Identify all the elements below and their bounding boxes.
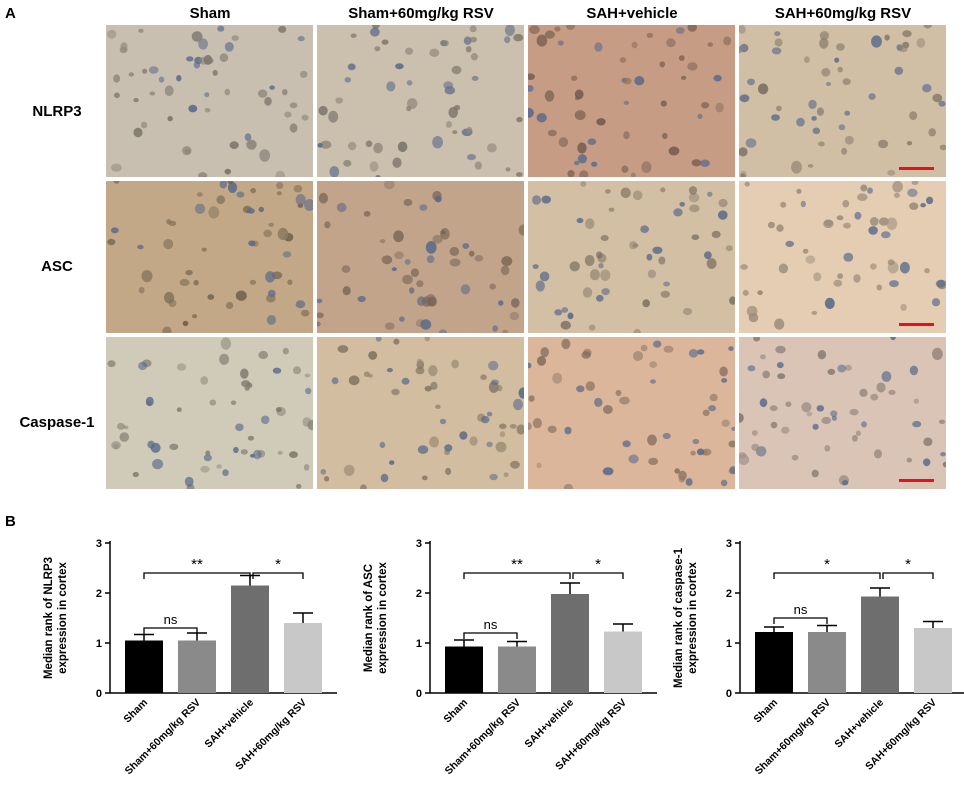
chart-nlrp3: Median rank of NLRP3 expression in cortex… xyxy=(30,525,337,800)
bar xyxy=(125,640,163,693)
x-tick-label: SAH+vehicle xyxy=(832,697,886,751)
y-tick-label: 2 xyxy=(416,588,422,600)
micrograph-caspase-1-4 xyxy=(739,337,946,489)
significance-label: ** xyxy=(191,556,203,573)
y-axis-label: Median rank of NLRP3 expression in cortex xyxy=(43,557,69,679)
micrograph-nlrp3-2 xyxy=(317,25,524,177)
micrograph-asc-1 xyxy=(106,181,313,333)
y-tick-label: 0 xyxy=(96,688,102,700)
bar xyxy=(861,596,899,693)
panel-a-label: A xyxy=(5,5,16,22)
y-tick-label: 3 xyxy=(416,538,422,550)
row-label-asc: ASC xyxy=(41,258,73,275)
column-header-sah-vehicle: SAH+vehicle xyxy=(586,5,678,22)
significance-label: * xyxy=(275,556,281,573)
y-tick-label: 3 xyxy=(96,538,102,550)
significance-bracket xyxy=(143,572,251,579)
row-label-caspase-1: Caspase-1 xyxy=(19,414,95,431)
y-axis-label: Median rank of caspase-1 expression in co… xyxy=(673,547,699,688)
significance-bracket xyxy=(882,572,934,579)
chart-asc: Median rank of ASC expression in cortex 0 1… xyxy=(350,525,657,800)
column-header-sham: Sham xyxy=(189,5,231,22)
column-header-sham-rsv: Sham+60mg/kg RSV xyxy=(348,5,494,22)
bar xyxy=(284,623,322,693)
x-tick-label: Sham xyxy=(441,697,470,726)
x-tick-label: SAH+vehicle xyxy=(522,697,576,751)
y-tick-label: 1 xyxy=(726,638,732,650)
y-tick-label: 2 xyxy=(96,588,102,600)
significance-label: * xyxy=(595,556,601,573)
micrograph-caspase-1-1 xyxy=(106,337,313,489)
row-label-nlrp3: NLRP3 xyxy=(32,103,82,120)
x-tick-label: Sham xyxy=(121,697,150,726)
bar xyxy=(445,646,483,693)
micrograph-asc-4 xyxy=(739,181,946,333)
scale-bar xyxy=(899,323,934,326)
chart-nlrp3-svg: Median rank of NLRP3 expression in cortex… xyxy=(43,538,337,777)
micrograph-asc-3 xyxy=(528,181,735,333)
micrograph-nlrp3-1 xyxy=(106,25,313,177)
micrograph-asc-2 xyxy=(317,181,524,333)
bar xyxy=(498,646,536,693)
micrograph-nlrp3-3 xyxy=(528,25,735,177)
bar xyxy=(808,632,846,693)
column-header-sah-rsv: SAH+60mg/kg RSV xyxy=(774,5,912,22)
x-tick-label: Sham xyxy=(751,697,780,726)
y-tick-label: 3 xyxy=(726,538,732,550)
micrograph-nlrp3-4 xyxy=(739,25,946,177)
micrograph-caspase-1-3 xyxy=(528,337,735,489)
significance-label: * xyxy=(905,556,911,573)
significance-bracket xyxy=(252,572,304,579)
y-tick-label: 1 xyxy=(96,638,102,650)
significance-bracket xyxy=(143,627,198,634)
significance-bracket xyxy=(572,572,624,579)
scale-bar xyxy=(899,479,934,482)
significance-bracket xyxy=(773,572,881,579)
y-tick-label: 0 xyxy=(726,688,732,700)
scale-bar xyxy=(899,167,934,170)
panel-b-label: B xyxy=(5,513,16,530)
significance-bracket xyxy=(773,617,828,624)
significance-label: ns xyxy=(484,617,498,632)
significance-label: ns xyxy=(164,612,178,627)
significance-bracket xyxy=(463,572,571,579)
bar xyxy=(914,628,952,693)
y-tick-label: 1 xyxy=(416,638,422,650)
micrograph-caspase-1-2 xyxy=(317,337,524,489)
bar xyxy=(755,632,793,693)
chart-asc-svg: Median rank of ASC expression in cortex 0 1… xyxy=(363,538,657,777)
chart-caspase-1: Median rank of caspase-1 expression in co… xyxy=(660,525,964,800)
y-tick-label: 2 xyxy=(726,588,732,600)
y-axis-label: Median rank of ASC expression in cortex xyxy=(363,561,389,673)
bar xyxy=(551,594,589,693)
bar xyxy=(604,631,642,693)
y-tick-label: 0 xyxy=(416,688,422,700)
bar xyxy=(231,585,269,693)
significance-label: ns xyxy=(794,602,808,617)
significance-label: * xyxy=(824,556,830,573)
significance-label: ** xyxy=(511,556,523,573)
significance-bracket xyxy=(463,632,518,639)
chart-caspase-1-svg: Median rank of caspase-1 expression in co… xyxy=(673,538,964,777)
x-tick-label: SAH+vehicle xyxy=(202,697,256,751)
bar xyxy=(178,640,216,693)
